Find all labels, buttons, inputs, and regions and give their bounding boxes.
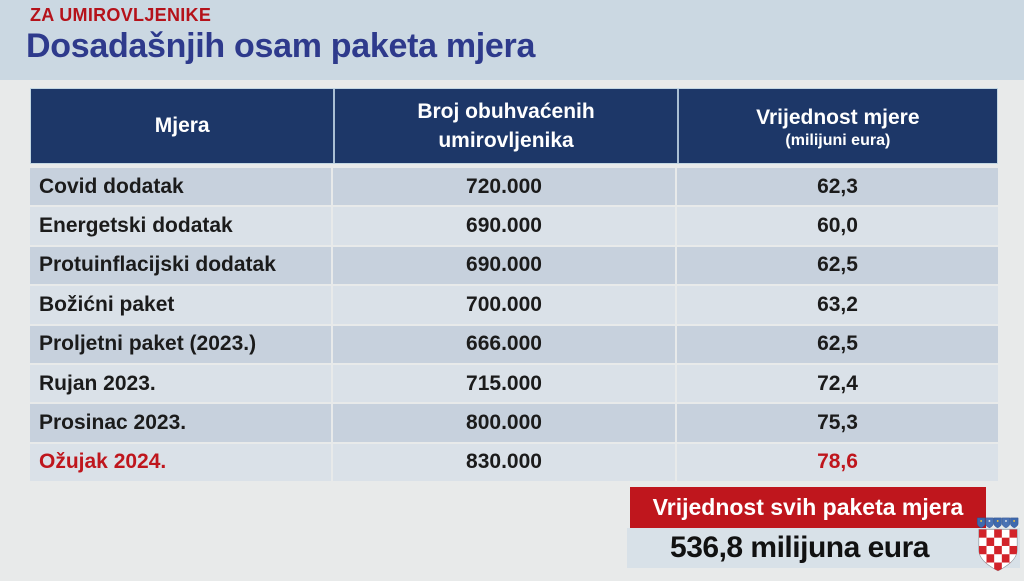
col-header-vrijednost-line2: (milijuni eura): [785, 131, 891, 149]
cell-broj: 666.000: [333, 325, 675, 363]
cell-mjera: Energetski dodatak: [30, 207, 331, 245]
col-header-broj: Broj obuhvaćenih umirovljenika: [333, 89, 676, 163]
table-body: Covid dodatak 720.000 62,3 Energetski dodat…: [30, 168, 998, 482]
title-band: [0, 0, 1024, 80]
croatia-coat-of-arms-icon: [977, 517, 1019, 572]
cell-broj: 690.000: [333, 207, 675, 245]
cell-vrijednost: 62,5: [677, 246, 998, 285]
cell-vrijednost: 62,5: [677, 325, 998, 363]
col-header-broj-line2: umirovljenika: [438, 129, 574, 152]
cell-mjera: Rujan 2023.: [30, 364, 331, 403]
cell-broj: 700.000: [333, 286, 675, 324]
cell-broj: 720.000: [333, 168, 675, 206]
cell-mjera: Proljetni paket (2023.): [30, 325, 331, 363]
cell-mjera: Prosinac 2023.: [30, 404, 331, 442]
cell-vrijednost: 75,3: [677, 404, 998, 442]
cell-mjera: Ožujak 2024.: [30, 443, 331, 482]
cell-vrijednost: 78,6: [677, 443, 998, 482]
coa-crown: [977, 517, 1019, 529]
kicker: ZA UMIROVLJENIKE: [30, 5, 212, 25]
coa-checkerboard: [978, 529, 1018, 571]
col-header-mjera: Mjera: [31, 89, 333, 163]
table-row: Prosinac 2023. 800.000 75,3: [30, 404, 998, 442]
cell-vrijednost: 62,3: [677, 168, 998, 206]
table-row: Energetski dodatak 690.000 60,0: [30, 207, 998, 245]
cell-mjera: Božićni paket: [30, 286, 331, 324]
col-header-broj-line1: Broj obuhvaćenih: [417, 99, 595, 123]
cell-vrijednost: 72,4: [677, 364, 998, 403]
col-header-mjera-label: Mjera: [154, 114, 210, 138]
cell-mjera: Protuinflacijski dodatak: [30, 246, 331, 285]
cell-broj: 715.000: [333, 364, 675, 403]
table-row: Protuinflacijski dodatak 690.000 62,5: [30, 246, 998, 285]
col-header-vrijednost-line1: Vrijednost mjere: [756, 105, 920, 129]
table-row: Rujan 2023. 715.000 72,4: [30, 364, 998, 403]
cell-broj: 830.000: [333, 443, 675, 482]
cell-broj: 690.000: [333, 246, 675, 285]
table-row: Božićni paket 700.000 63,2: [30, 286, 998, 324]
total-value-bar: 536,8 milijuna eura: [627, 528, 1020, 568]
cell-mjera: Covid dodatak: [30, 168, 331, 206]
table-row: Covid dodatak 720.000 62,3: [30, 168, 998, 206]
total-banner: Vrijednost svih paketa mjera: [630, 487, 986, 528]
cell-broj: 800.000: [333, 404, 675, 442]
measures-table: Mjera Broj obuhvaćenih umirovljenika Vri…: [30, 88, 998, 483]
table-row: Proljetni paket (2023.) 666.000 62,5: [30, 325, 998, 363]
col-header-vrijednost: Vrijednost mjere (milijuni eura): [676, 89, 997, 163]
table-row: Ožujak 2024. 830.000 78,6: [30, 443, 998, 482]
cell-vrijednost: 60,0: [677, 207, 998, 245]
table-header-row: Mjera Broj obuhvaćenih umirovljenika Vri…: [30, 88, 998, 164]
page-title: Dosadašnjih osam paketa mjera: [26, 27, 536, 65]
cell-vrijednost: 63,2: [677, 286, 998, 324]
total-value: 536,8 milijuna eura: [670, 531, 929, 564]
